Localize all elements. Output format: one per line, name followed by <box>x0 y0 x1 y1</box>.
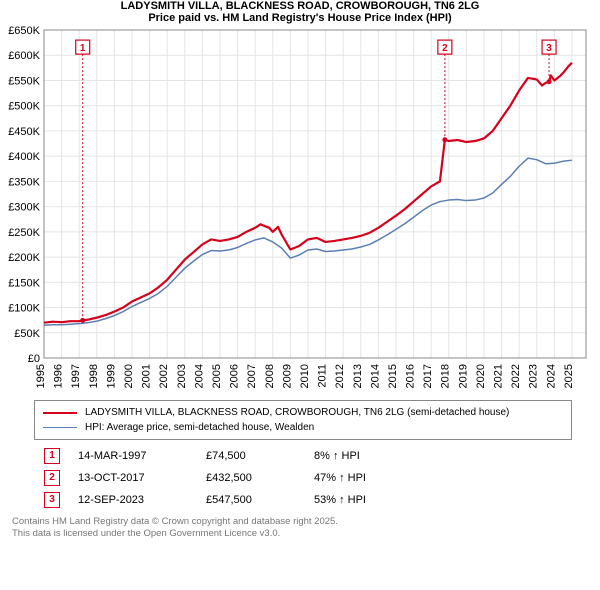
x-tick-label: 2014 <box>369 364 381 388</box>
x-tick-label: 2018 <box>440 364 452 388</box>
y-tick-label: £250K <box>8 227 40 239</box>
y-tick-label: £150K <box>8 277 40 289</box>
chart-title: LADYSMITH VILLA, BLACKNESS ROAD, CROWBOR… <box>0 0 600 24</box>
legend: LADYSMITH VILLA, BLACKNESS ROAD, CROWBOR… <box>34 400 572 440</box>
x-tick-label: 2008 <box>264 364 276 388</box>
transaction-date: 13-OCT-2017 <box>70 468 196 488</box>
transaction-vs-hpi: 8% ↑ HPI <box>306 446 374 466</box>
marker-ref-icon: 1 <box>44 448 60 464</box>
y-tick-label: £50K <box>14 328 40 340</box>
x-tick-label: 2024 <box>545 364 557 388</box>
y-tick-label: £0 <box>28 353 40 365</box>
marker-ref: 1 <box>36 446 68 466</box>
x-tick-label: 2016 <box>405 364 417 388</box>
legend-label: LADYSMITH VILLA, BLACKNESS ROAD, CROWBOR… <box>85 405 509 420</box>
y-tick-label: £200K <box>8 252 40 264</box>
marker-dot <box>80 318 85 323</box>
x-tick-label: 2010 <box>299 364 311 388</box>
x-tick-label: 2013 <box>352 364 364 388</box>
y-tick-label: £450K <box>8 126 40 138</box>
y-tick-label: £400K <box>8 151 40 163</box>
title-line-1: LADYSMITH VILLA, BLACKNESS ROAD, CROWBOR… <box>0 0 600 12</box>
title-line-2: Price paid vs. HM Land Registry's House … <box>0 12 600 24</box>
transaction-price: £74,500 <box>198 446 304 466</box>
transaction-price: £432,500 <box>198 468 304 488</box>
x-tick-label: 2022 <box>510 364 522 388</box>
x-tick-label: 2017 <box>422 364 434 388</box>
x-tick-label: 2020 <box>475 364 487 388</box>
marker-dot <box>547 79 552 84</box>
attribution: Contains HM Land Registry data © Crown c… <box>12 516 588 541</box>
transaction-date: 12-SEP-2023 <box>70 490 196 510</box>
x-tick-label: 2002 <box>158 364 170 388</box>
x-tick-label: 2003 <box>176 364 188 388</box>
up-arrow-icon: ↑ <box>339 494 345 506</box>
x-tick-label: 2000 <box>123 364 135 388</box>
marker-number: 2 <box>442 43 448 54</box>
y-tick-label: £650K <box>8 25 40 37</box>
table-row: 1 14-MAR-1997£74,5008% ↑ HPI <box>36 446 374 466</box>
x-tick-label: 2007 <box>246 364 258 388</box>
x-tick-label: 2012 <box>334 364 346 388</box>
x-tick-label: 1995 <box>35 364 47 388</box>
x-tick-label: 2011 <box>317 364 329 388</box>
marker-ref-icon: 3 <box>44 492 60 508</box>
x-tick-label: 2025 <box>563 364 575 388</box>
marker-number: 1 <box>80 43 86 54</box>
marker-ref-icon: 2 <box>44 470 60 486</box>
legend-swatch <box>43 412 77 414</box>
x-tick-label: 2021 <box>493 364 505 388</box>
y-tick-label: £600K <box>8 50 40 62</box>
transaction-vs-hpi: 47% ↑ HPI <box>306 468 374 488</box>
x-tick-label: 2009 <box>281 364 293 388</box>
x-tick-label: 2005 <box>211 364 223 388</box>
x-tick-label: 1999 <box>105 364 117 388</box>
x-tick-label: 1996 <box>53 364 65 388</box>
table-row: 3 12-SEP-2023£547,50053% ↑ HPI <box>36 490 374 510</box>
x-tick-label: 2019 <box>457 364 469 388</box>
y-tick-label: £500K <box>8 101 40 113</box>
marker-dot <box>442 137 447 142</box>
x-tick-label: 2015 <box>387 364 399 388</box>
transaction-price: £547,500 <box>198 490 304 510</box>
attribution-line-2: This data is licensed under the Open Gov… <box>12 528 588 540</box>
chart-area: £0 £50K £100K £150K £200K £250K £300K £350K £400… <box>0 24 600 394</box>
x-tick-label: 1997 <box>70 364 82 388</box>
x-tick-label: 2006 <box>229 364 241 388</box>
line-chart-svg: £0 £50K £100K £150K £200K £250K £300K £350K £400… <box>0 24 600 394</box>
transaction-vs-hpi: 53% ↑ HPI <box>306 490 374 510</box>
marker-number: 3 <box>546 43 552 54</box>
y-tick-label: £550K <box>8 75 40 87</box>
x-tick-label: 1998 <box>88 364 100 388</box>
transactions-table: 1 14-MAR-1997£74,5008% ↑ HPI 2 13-OCT-2017£… <box>34 444 376 512</box>
y-tick-label: £350K <box>8 176 40 188</box>
table-row: 2 13-OCT-2017£432,50047% ↑ HPI <box>36 468 374 488</box>
legend-item: HPI: Average price, semi-detached house,… <box>43 420 563 435</box>
attribution-line-1: Contains HM Land Registry data © Crown c… <box>12 516 588 528</box>
transaction-date: 14-MAR-1997 <box>70 446 196 466</box>
legend-swatch <box>43 427 77 428</box>
y-tick-label: £300K <box>8 202 40 214</box>
x-tick-label: 2004 <box>193 364 205 388</box>
y-tick-label: £100K <box>8 303 40 315</box>
legend-label: HPI: Average price, semi-detached house,… <box>85 420 314 435</box>
x-tick-label: 2023 <box>528 364 540 388</box>
marker-ref: 2 <box>36 468 68 488</box>
marker-ref: 3 <box>36 490 68 510</box>
up-arrow-icon: ↑ <box>339 472 345 484</box>
up-arrow-icon: ↑ <box>333 450 339 462</box>
legend-item: LADYSMITH VILLA, BLACKNESS ROAD, CROWBOR… <box>43 405 563 420</box>
x-tick-label: 2001 <box>141 364 153 388</box>
